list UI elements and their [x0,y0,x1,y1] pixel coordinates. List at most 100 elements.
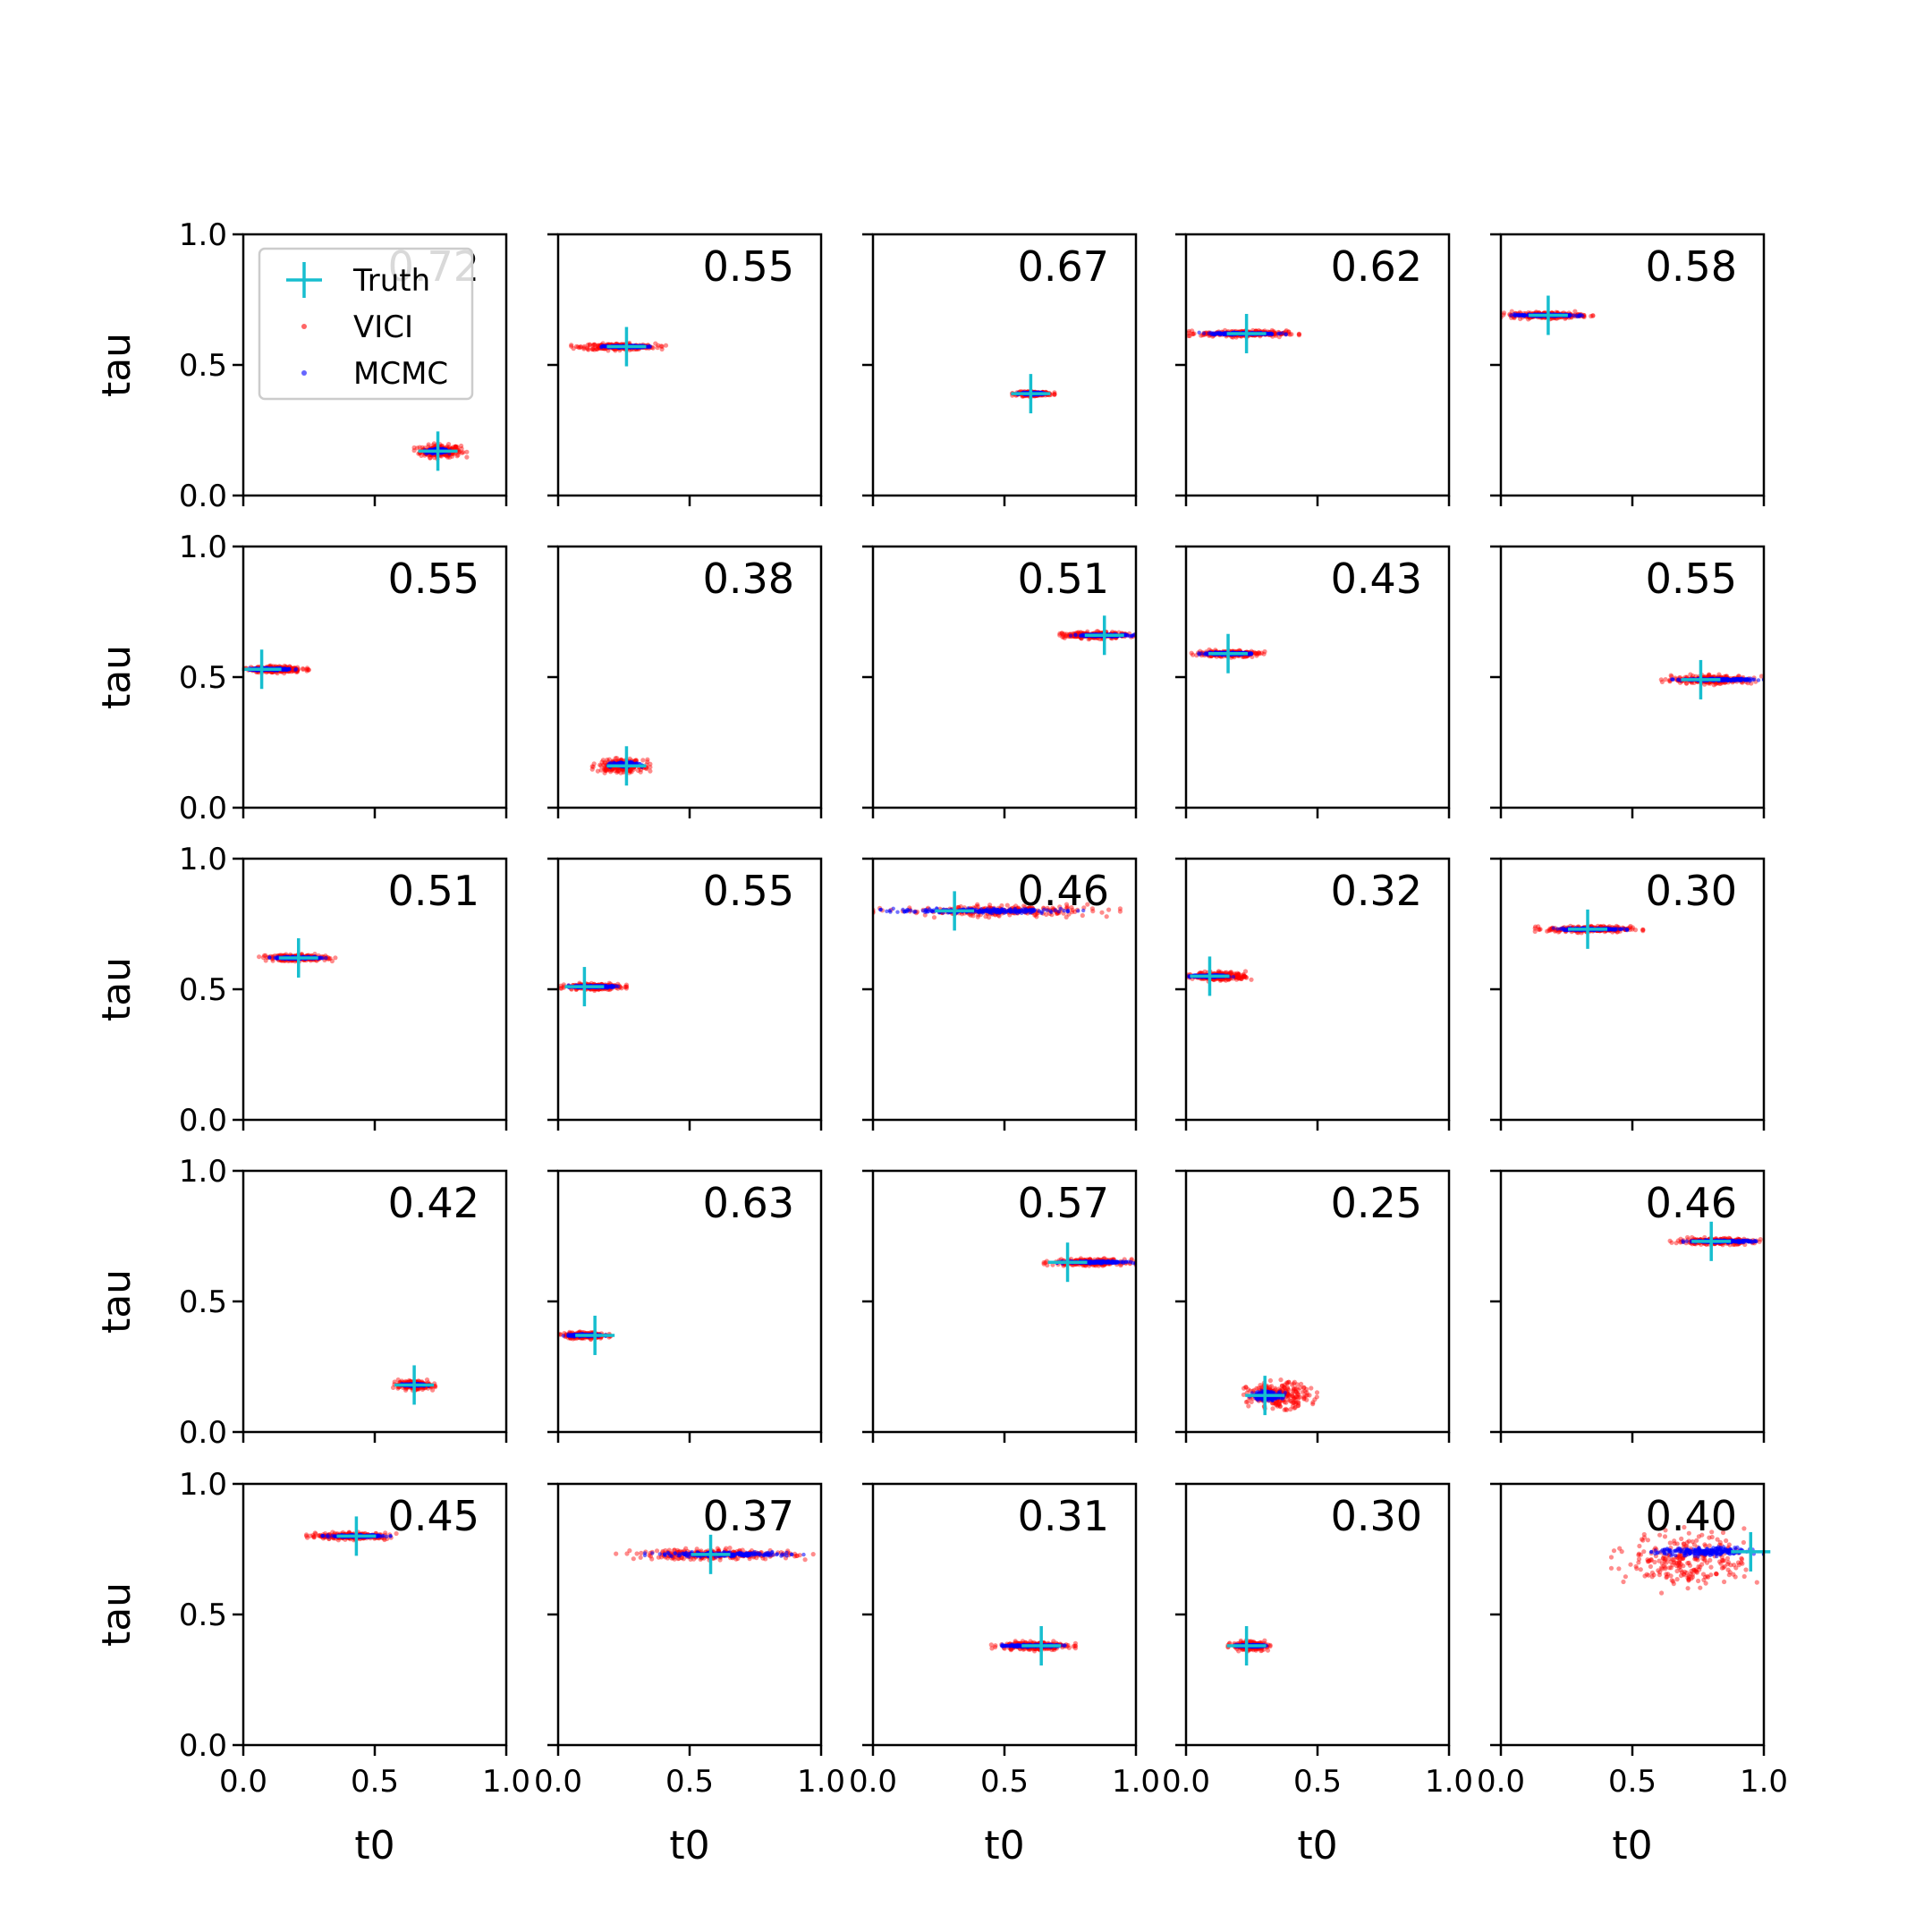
vici-point [613,348,618,353]
vici-point [419,453,424,458]
vici-point [604,767,609,773]
vici-point [586,347,591,352]
vici-point [581,346,587,352]
panel-8: 0.51 [862,545,1138,818]
vici-point [1683,681,1690,686]
vici-point [1052,391,1057,397]
mcmc-point [599,345,604,350]
vici-point [1060,632,1066,638]
vici-point [1706,673,1711,678]
vici-point [456,450,462,455]
vici-point [573,343,580,349]
vici-point [587,343,593,348]
vici-point [603,766,608,772]
vici-point [601,762,606,767]
vici-point [613,756,618,761]
vici-point [614,769,620,775]
vici-point [598,767,604,773]
vici-point [663,343,669,348]
vici-point [590,346,596,352]
vici-point [577,345,582,351]
vici-point [653,341,658,346]
y-tick-label: 0.5 [179,348,227,384]
vici-point [1688,672,1693,677]
vici-point [597,762,603,767]
y-axis-label: tau [94,645,140,709]
vici-point [1287,332,1292,337]
truth-marker [1681,659,1721,699]
vici-point [1684,681,1690,686]
vici-point [595,768,601,774]
vici-point [428,454,433,461]
vici-point [1758,674,1764,679]
vici-point [1707,672,1712,677]
vici-point [1191,331,1196,337]
vici-point [454,445,460,451]
panel-score: 0.67 [1018,242,1109,291]
vici-point [599,759,605,765]
vici-point [1059,631,1064,636]
vici-point [1663,677,1668,682]
vici-point [457,449,462,454]
vici-point [645,759,650,765]
vici-point [595,343,601,348]
vici-point [447,454,453,460]
vici-point [590,346,596,352]
vici-point [591,343,597,348]
y-axis-label: tau [94,333,140,397]
vici-point [1256,650,1261,656]
mcmc-point [1756,678,1761,682]
vici-point [591,342,597,347]
vici-point [1668,673,1674,678]
vici-point [578,343,583,350]
vici-point [644,766,649,772]
vici-point [595,343,601,349]
vici-point [1255,651,1260,657]
vici-point [575,344,580,350]
vici-point [598,763,604,768]
vici-point [304,666,309,673]
vici-point [1707,673,1712,678]
vici-point [608,769,614,775]
vici-point [1063,633,1068,639]
vici-point [1296,332,1301,337]
vici-point [1572,309,1578,314]
vici-point [1063,631,1070,637]
vici-point [590,343,596,348]
vici-point [655,345,660,351]
vici-point [645,757,650,762]
mcmc-point [1277,331,1282,335]
mcmc-point [646,344,650,350]
vici-point [1713,682,1718,687]
vici-point [301,665,306,672]
truth-marker [606,746,647,786]
vici-point [603,767,609,772]
mcmc-point [1211,332,1216,336]
vici-point [585,343,590,348]
vici-point [605,757,610,763]
vici-point [426,442,431,447]
vici-point [1690,674,1696,679]
panel-score: 0.62 [1331,242,1422,291]
vici-point [1257,651,1262,657]
panel-10: 0.55 [1490,545,1766,818]
vici-point [1062,631,1067,637]
vici-point [635,767,641,774]
vici-point [428,455,433,461]
vici-point [640,758,646,763]
vici-point [603,767,608,773]
vici-point [1052,392,1057,397]
vici-point [438,453,445,459]
vici-point [585,345,590,351]
vici-point [595,346,600,352]
vici-point [304,665,310,671]
vici-point [658,343,664,349]
vici-point [439,443,445,449]
vici-point [301,666,306,673]
vici-point [1062,635,1067,640]
vici-point [638,769,643,775]
vici-point [594,346,599,352]
vici-point [1289,332,1294,337]
vici-point [426,444,431,449]
panel-score: 0.43 [1331,555,1422,603]
